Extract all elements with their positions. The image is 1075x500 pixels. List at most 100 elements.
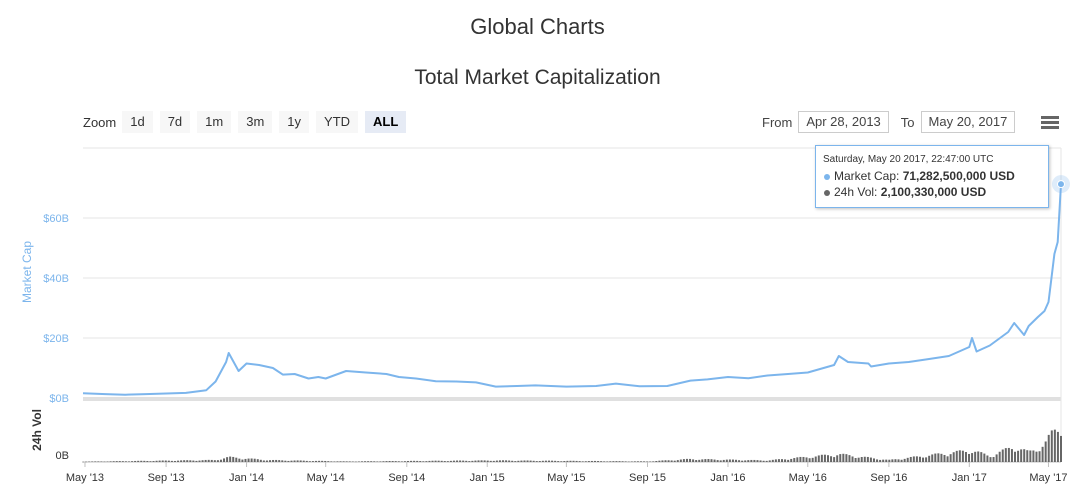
volume-bar bbox=[311, 461, 314, 462]
volume-bar bbox=[299, 460, 302, 462]
zoom-1d-button[interactable]: 1d bbox=[122, 111, 153, 133]
from-date-input[interactable]: Apr 28, 2013 bbox=[798, 111, 889, 133]
volume-bar bbox=[410, 460, 413, 462]
volume-bar bbox=[173, 460, 176, 462]
volume-bar bbox=[682, 459, 685, 462]
volume-bar bbox=[612, 461, 615, 462]
volume-bar bbox=[728, 459, 731, 462]
volume-bar bbox=[670, 460, 673, 462]
volume-bar bbox=[713, 459, 716, 462]
volume-bar bbox=[652, 461, 655, 462]
x-tick-label: Jan '15 bbox=[470, 472, 505, 484]
volume-bar bbox=[308, 461, 311, 462]
chart-tooltip: Saturday, May 20 2017, 22:47:00 UTC Mark… bbox=[815, 145, 1049, 208]
volume-bar bbox=[474, 460, 477, 462]
tooltip-volume-label: 24h Vol: bbox=[834, 185, 878, 199]
volume-bar bbox=[394, 461, 397, 462]
x-tick-label: Sep '13 bbox=[148, 472, 185, 484]
volume-bar bbox=[655, 461, 658, 462]
volume-bar bbox=[900, 459, 903, 462]
volume-bar bbox=[437, 460, 440, 462]
volume-bar bbox=[339, 461, 342, 462]
volume-bar bbox=[106, 461, 109, 462]
volume-bar bbox=[842, 453, 845, 462]
volume-bar bbox=[793, 458, 796, 462]
x-tick-label: Sep '15 bbox=[629, 472, 666, 484]
volume-bar bbox=[848, 455, 851, 462]
y-tick-label: $20B bbox=[43, 333, 69, 345]
volume-bar bbox=[201, 460, 204, 462]
volume-bar bbox=[784, 459, 787, 462]
volume-bar bbox=[781, 459, 784, 462]
volume-bar bbox=[189, 460, 192, 462]
volume-bar bbox=[262, 460, 265, 462]
volume-bar bbox=[572, 460, 575, 462]
zoom-ytd-button[interactable]: YTD bbox=[316, 111, 359, 133]
volume-bar bbox=[808, 458, 811, 462]
volume-bar bbox=[514, 461, 517, 462]
volume-bar bbox=[811, 457, 814, 462]
volume-bar bbox=[360, 461, 363, 462]
zoom-7d-button[interactable]: 7d bbox=[159, 111, 191, 133]
volume-bar bbox=[244, 458, 247, 462]
tooltip-market-cap-label: Market Cap: bbox=[834, 169, 900, 183]
volume-bar bbox=[946, 456, 949, 462]
volume-bar bbox=[968, 453, 971, 462]
x-tick-label: Sep '16 bbox=[870, 472, 907, 484]
volume-bar bbox=[823, 454, 826, 462]
zoom-1y-button[interactable]: 1y bbox=[279, 111, 310, 133]
volume-bar bbox=[774, 459, 777, 462]
volume-bar bbox=[210, 459, 213, 462]
volume-bar bbox=[250, 458, 253, 462]
volume-bar bbox=[581, 461, 584, 462]
volume-bar bbox=[876, 459, 879, 462]
volume-bar bbox=[937, 453, 940, 462]
market-cap-point-marker bbox=[1057, 180, 1065, 189]
volume-bar bbox=[1001, 449, 1004, 462]
volume-bar bbox=[998, 451, 1001, 462]
volume-bar bbox=[1014, 451, 1017, 462]
volume-bar bbox=[97, 461, 100, 462]
volume-bar bbox=[177, 460, 180, 462]
volume-bar bbox=[676, 460, 679, 462]
volume-bar bbox=[443, 461, 446, 462]
volume-bar bbox=[658, 460, 661, 462]
volume-bar bbox=[1047, 434, 1050, 462]
volume-bar bbox=[587, 461, 590, 462]
volume-bar bbox=[419, 461, 422, 462]
volume-dot-icon bbox=[824, 189, 830, 196]
zoom-3m-button[interactable]: 3m bbox=[238, 111, 273, 133]
volume-bar bbox=[741, 460, 744, 462]
volume-bar bbox=[161, 460, 164, 462]
volume-bar bbox=[894, 459, 897, 462]
volume-bar bbox=[364, 461, 367, 462]
volume-bar bbox=[91, 461, 94, 462]
volume-bar bbox=[324, 460, 327, 462]
volume-bar bbox=[351, 461, 354, 462]
volume-bar bbox=[922, 457, 925, 462]
volume-bar bbox=[575, 460, 578, 462]
volume-bar bbox=[391, 461, 394, 462]
volume-bar bbox=[943, 454, 946, 462]
volume-bar bbox=[685, 458, 688, 462]
volume-bar bbox=[247, 458, 250, 462]
volume-bar bbox=[269, 460, 272, 462]
volume-bar bbox=[342, 461, 345, 462]
volume-bar bbox=[511, 460, 514, 462]
volume-bar bbox=[137, 460, 140, 462]
zoom-1m-button[interactable]: 1m bbox=[197, 111, 232, 133]
volume-bar bbox=[302, 460, 305, 462]
volume-bar bbox=[272, 459, 275, 462]
volume-bar bbox=[219, 459, 222, 462]
zoom-all-button[interactable]: ALL bbox=[365, 111, 407, 133]
to-date-input[interactable]: May 20, 2017 bbox=[920, 111, 1016, 133]
volume-bar bbox=[704, 459, 707, 462]
volume-bar bbox=[1041, 446, 1044, 462]
volume-bar bbox=[118, 461, 121, 462]
volume-bar bbox=[836, 455, 839, 462]
volume-bar bbox=[1056, 431, 1059, 462]
volume-bar bbox=[489, 460, 492, 462]
hamburger-menu-icon[interactable] bbox=[1041, 116, 1059, 130]
volume-bar bbox=[897, 459, 900, 462]
